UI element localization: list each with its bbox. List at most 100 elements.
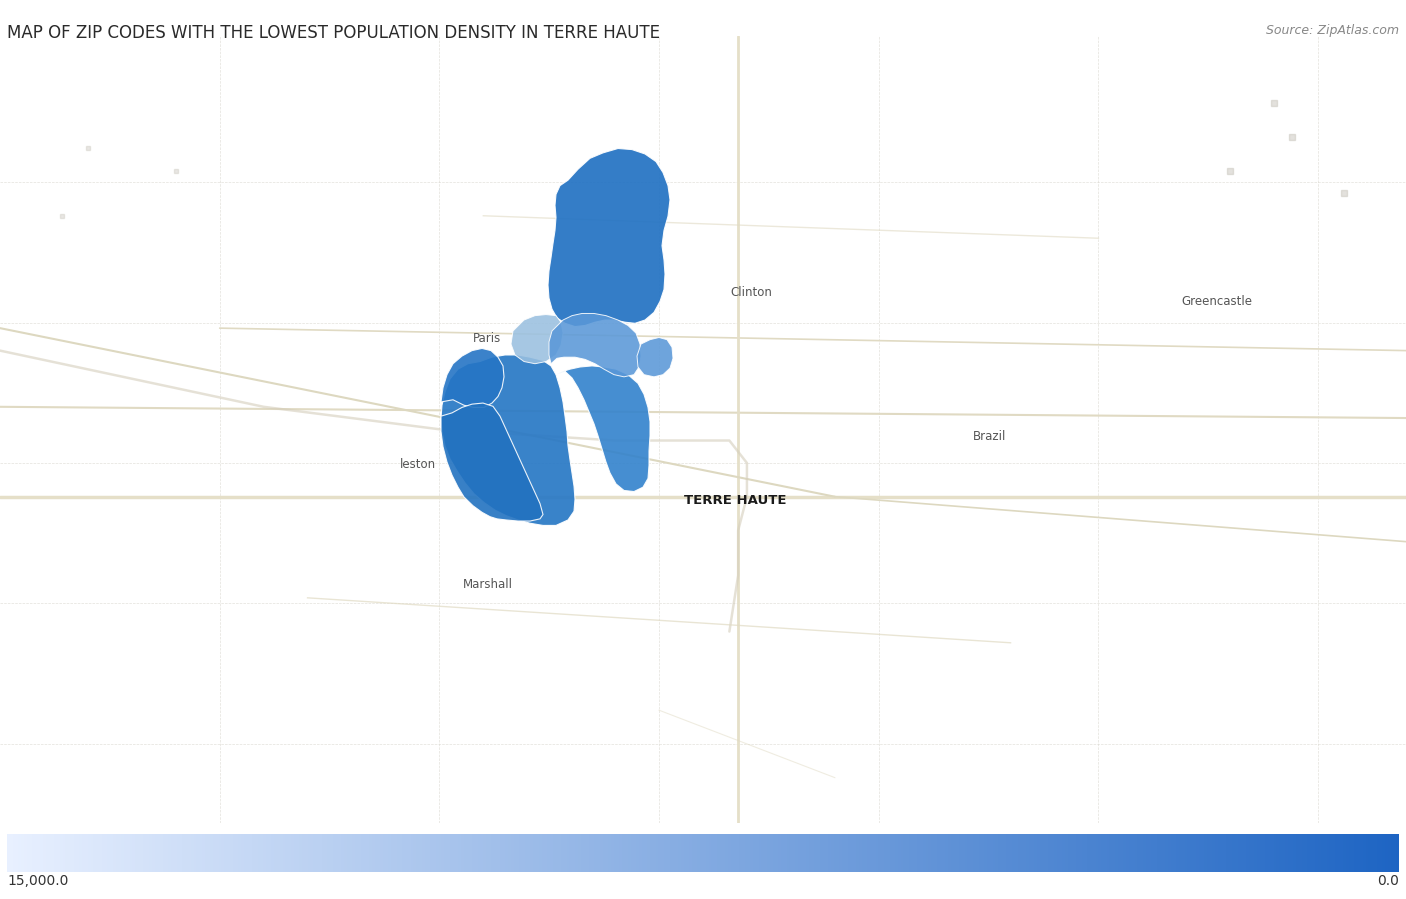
Bar	[606, 834, 609, 872]
Bar	[928, 834, 931, 872]
Text: MAP OF ZIP CODES WITH THE LOWEST POPULATION DENSITY IN TERRE HAUTE: MAP OF ZIP CODES WITH THE LOWEST POPULAT…	[7, 24, 659, 42]
Bar	[41, 834, 44, 872]
Bar	[851, 834, 853, 872]
Bar	[1188, 834, 1189, 872]
Bar	[112, 834, 115, 872]
Bar	[508, 834, 510, 872]
Bar	[1388, 834, 1391, 872]
Bar	[98, 834, 101, 872]
Bar	[1337, 834, 1340, 872]
Bar	[666, 834, 669, 872]
Bar	[495, 834, 496, 872]
Polygon shape	[548, 314, 641, 377]
Bar	[1291, 834, 1294, 872]
Bar	[1263, 834, 1265, 872]
Bar	[382, 834, 385, 872]
Bar	[745, 834, 748, 872]
Bar	[58, 834, 60, 872]
Bar	[1362, 834, 1365, 872]
Bar	[350, 834, 353, 872]
Bar	[1121, 834, 1123, 872]
Bar	[394, 834, 396, 872]
Polygon shape	[555, 366, 650, 492]
Bar	[865, 834, 868, 872]
Bar	[1204, 834, 1206, 872]
Bar	[79, 834, 82, 872]
Bar	[882, 834, 884, 872]
Bar	[848, 834, 851, 872]
Bar	[470, 834, 472, 872]
Bar	[1015, 834, 1018, 872]
Bar	[1206, 834, 1209, 872]
Bar	[976, 834, 979, 872]
Bar	[1177, 834, 1180, 872]
Bar	[27, 834, 30, 872]
Bar	[288, 834, 291, 872]
Bar	[232, 834, 235, 872]
Bar	[1029, 834, 1032, 872]
Bar	[1368, 834, 1371, 872]
Bar	[561, 834, 564, 872]
Bar	[342, 834, 344, 872]
Bar	[441, 834, 444, 872]
Bar	[842, 834, 845, 872]
Bar	[160, 834, 163, 872]
Bar	[536, 834, 538, 872]
Bar	[995, 834, 998, 872]
Bar	[1001, 834, 1004, 872]
Bar	[96, 834, 98, 872]
Bar	[226, 834, 229, 872]
Bar	[1182, 834, 1185, 872]
Bar	[360, 834, 363, 872]
Bar	[884, 834, 887, 872]
Bar	[789, 834, 792, 872]
Bar	[1018, 834, 1021, 872]
Bar	[314, 834, 316, 872]
Bar	[786, 834, 789, 872]
Bar	[647, 834, 650, 872]
Bar	[283, 834, 285, 872]
Bar	[299, 834, 302, 872]
Bar	[675, 834, 678, 872]
Bar	[959, 834, 962, 872]
Bar	[942, 834, 945, 872]
Bar	[1340, 834, 1343, 872]
Bar	[1070, 834, 1073, 872]
Bar	[578, 834, 581, 872]
Bar	[650, 834, 652, 872]
Bar	[339, 834, 342, 872]
Bar	[499, 834, 502, 872]
Bar	[759, 834, 762, 872]
Bar	[235, 834, 238, 872]
Polygon shape	[548, 148, 671, 326]
Bar	[794, 834, 797, 872]
Bar	[967, 834, 970, 872]
Bar	[541, 834, 544, 872]
Bar	[325, 834, 328, 872]
Bar	[1391, 834, 1393, 872]
Bar	[138, 834, 141, 872]
Bar	[1365, 834, 1368, 872]
Bar	[956, 834, 959, 872]
Bar	[1163, 834, 1166, 872]
Bar	[10, 834, 13, 872]
Bar	[221, 834, 224, 872]
Bar	[72, 834, 75, 872]
Bar	[456, 834, 458, 872]
Bar	[1249, 834, 1251, 872]
Bar	[1288, 834, 1291, 872]
Bar	[402, 834, 405, 872]
Bar	[1109, 834, 1112, 872]
Bar	[1140, 834, 1143, 872]
Bar	[1146, 834, 1149, 872]
Bar	[633, 834, 636, 872]
Bar	[166, 834, 169, 872]
Bar	[186, 834, 188, 872]
Bar	[612, 834, 614, 872]
Bar	[132, 834, 135, 872]
Bar	[868, 834, 870, 872]
Text: Clinton: Clinton	[730, 286, 772, 298]
Bar	[740, 834, 742, 872]
Bar	[271, 834, 274, 872]
Bar	[280, 834, 283, 872]
